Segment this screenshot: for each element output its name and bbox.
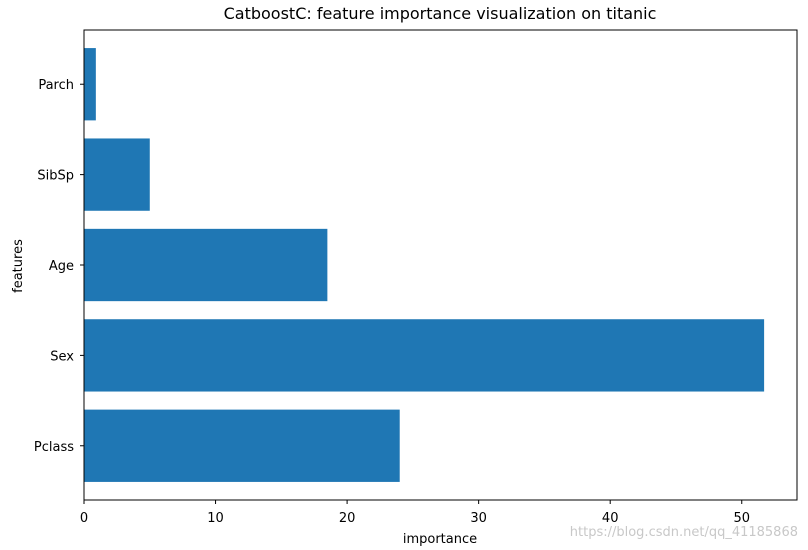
y-tick-label: Age bbox=[49, 259, 74, 274]
x-tick-label: 10 bbox=[207, 511, 224, 526]
y-tick-label: Parch bbox=[38, 78, 74, 93]
bar-sibsp bbox=[84, 138, 150, 211]
y-axis-ticks: Pclass Sex Age SibSp Parch bbox=[34, 78, 84, 455]
bar-pclass bbox=[84, 409, 400, 482]
y-tick-label: Pclass bbox=[34, 440, 74, 455]
y-axis-label: features bbox=[11, 239, 26, 293]
x-tick-label: 30 bbox=[470, 511, 487, 526]
watermark-text: https://blog.csdn.net/qq_41185868 bbox=[570, 525, 798, 540]
bar-age bbox=[84, 228, 328, 302]
x-axis-label: importance bbox=[403, 532, 477, 547]
y-tick-label: Sex bbox=[50, 349, 74, 364]
x-tick-label: 0 bbox=[80, 511, 88, 526]
bars-group bbox=[84, 48, 765, 482]
bar-sex bbox=[84, 319, 765, 392]
x-tick-label: 50 bbox=[733, 511, 750, 526]
plot-frame bbox=[83, 29, 798, 501]
x-tick-label: 40 bbox=[602, 511, 619, 526]
x-axis-ticks: 0 10 20 30 40 50 bbox=[80, 500, 750, 526]
bar-parch bbox=[84, 48, 96, 121]
y-tick-label: SibSp bbox=[37, 169, 74, 184]
chart-title: CatboostC: feature importance visualizat… bbox=[224, 4, 657, 23]
x-tick-label: 20 bbox=[339, 511, 356, 526]
